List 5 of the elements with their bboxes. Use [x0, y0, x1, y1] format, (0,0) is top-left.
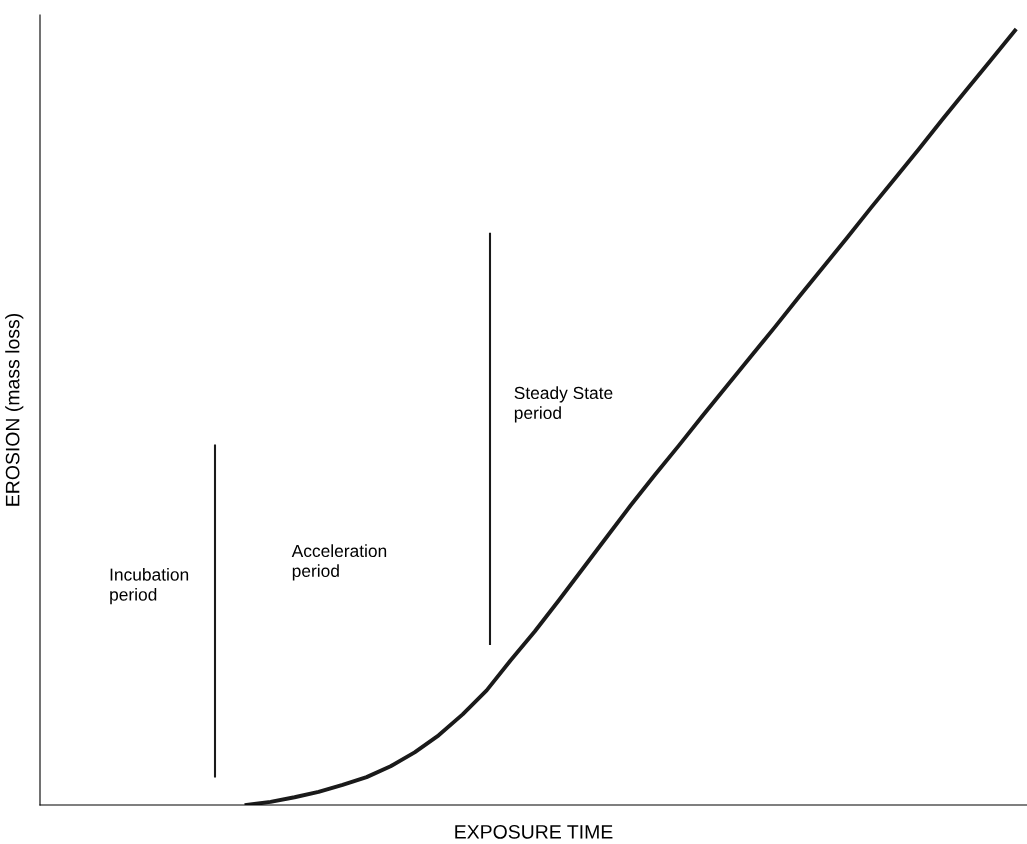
annotation: Steady State period — [514, 386, 613, 423]
annotation: Incubation period — [110, 568, 189, 605]
y-axis-title: EROSION (mass loss) — [5, 313, 24, 506]
annotation: Acceleration period — [291, 544, 387, 581]
x-axis-title: EXPOSURE TIME — [455, 824, 613, 839]
